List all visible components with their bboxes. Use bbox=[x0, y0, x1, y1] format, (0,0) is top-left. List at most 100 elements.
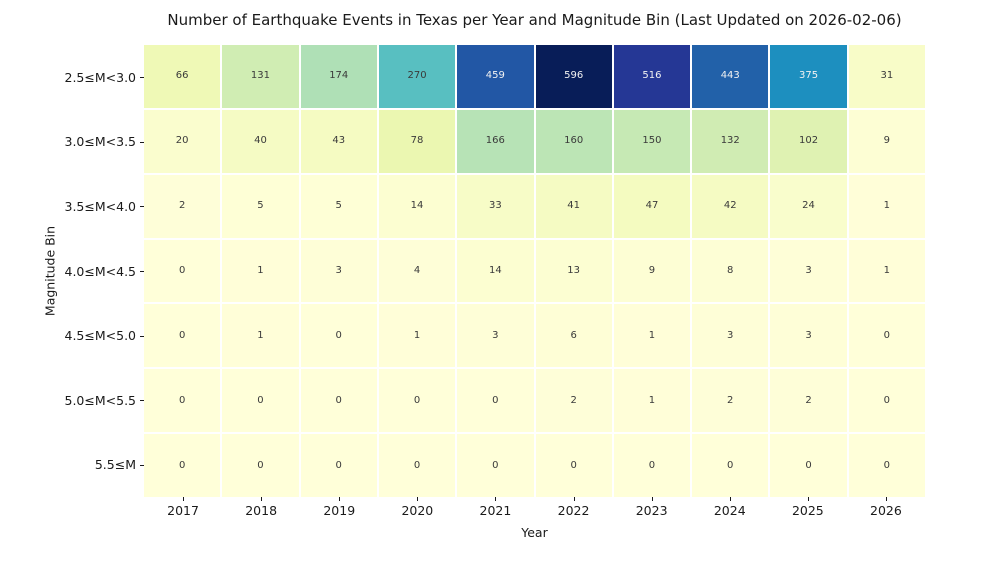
heatmap-cell: 1 bbox=[613, 304, 691, 368]
y-tick-mark bbox=[140, 464, 144, 466]
heatmap-cell: 1 bbox=[848, 239, 925, 303]
heatmap-cell: 40 bbox=[222, 109, 299, 173]
heatmap-cell: 1 bbox=[222, 239, 299, 303]
row-tick-label: 2.5≤M<3.0 bbox=[64, 69, 137, 85]
x-tick-mark bbox=[261, 497, 263, 501]
x-tick-mark bbox=[573, 497, 575, 501]
row-tick-label: 5.5≤M bbox=[94, 457, 136, 473]
heatmap-cell: 3 bbox=[457, 304, 534, 368]
row-tick-label: 5.0≤M<5.5 bbox=[64, 392, 137, 408]
y-tick-mark bbox=[140, 206, 144, 208]
col-tick-label: 2019 bbox=[323, 503, 356, 518]
heatmap-cell: 20 bbox=[144, 109, 221, 173]
heatmap-cell: 270 bbox=[378, 45, 456, 108]
heatmap-cell: 0 bbox=[300, 434, 377, 497]
col-tick-label: 2023 bbox=[635, 503, 668, 518]
heatmap-cell: 0 bbox=[848, 304, 925, 368]
heatmap-cell: 0 bbox=[848, 434, 925, 497]
heatmap-cell: 102 bbox=[770, 109, 847, 173]
y-tick-labels: 2.5≤M<3.0 3.0≤M<3.5 3.5≤M<4.0 4.0≤M<4.5 4.5≤… bbox=[0, 45, 137, 497]
heatmap-cell: 31 bbox=[848, 45, 925, 108]
heatmap-cell: 160 bbox=[535, 109, 612, 173]
heatmap-grid: 66 131 174 270 459 596 516 443 375 31 20 40 43 78 166 1… bbox=[144, 45, 925, 497]
heatmap-cell: 0 bbox=[144, 369, 221, 433]
heatmap-cell: 43 bbox=[300, 109, 377, 173]
heatmap-cell: 0 bbox=[848, 369, 925, 433]
x-tick-mark bbox=[417, 497, 419, 501]
heatmap-cell: 516 bbox=[613, 45, 691, 108]
heatmap-cell: 3 bbox=[770, 239, 847, 303]
y-tick-mark bbox=[140, 271, 144, 272]
heatmap-cell: 33 bbox=[457, 174, 534, 238]
heatmap-cell: 375 bbox=[770, 45, 847, 108]
heatmap-cell: 0 bbox=[144, 304, 221, 368]
heatmap-cell: 66 bbox=[144, 45, 221, 108]
heatmap-cell: 5 bbox=[222, 174, 299, 238]
heatmap-cell: 0 bbox=[222, 434, 299, 497]
col-tick-label: 2026 bbox=[870, 503, 902, 518]
col-tick-label: 2025 bbox=[791, 503, 824, 518]
heatmap-cell: 78 bbox=[378, 109, 456, 173]
heatmap-cell: 150 bbox=[613, 109, 691, 173]
heatmap-cell: 42 bbox=[692, 174, 769, 238]
y-tick-mark bbox=[140, 77, 144, 79]
heatmap-cell: 47 bbox=[613, 174, 691, 238]
x-tick-mark bbox=[885, 497, 887, 501]
heatmap-cell: 0 bbox=[378, 369, 456, 433]
heatmap-cell: 14 bbox=[378, 174, 456, 238]
heatmap-cell: 0 bbox=[535, 434, 612, 497]
heatmap-cell: 443 bbox=[692, 45, 769, 108]
heatmap-cell: 166 bbox=[457, 109, 534, 173]
heatmap-cell: 5 bbox=[300, 174, 377, 238]
heatmap-cell: 14 bbox=[457, 239, 534, 303]
heatmap-cell: 0 bbox=[300, 369, 377, 433]
heatmap-cell: 13 bbox=[535, 239, 612, 303]
col-tick-label: 2020 bbox=[401, 503, 434, 518]
row-tick-label: 3.5≤M<4.0 bbox=[64, 198, 137, 214]
heatmap-cell: 3 bbox=[770, 304, 847, 368]
heatmap-cell: 1 bbox=[613, 369, 691, 433]
heatmap-cell: 0 bbox=[457, 369, 534, 433]
row-tick-label: 4.5≤M<5.0 bbox=[64, 328, 137, 344]
heatmap-cell: 0 bbox=[222, 369, 299, 433]
x-tick-mark bbox=[495, 497, 497, 501]
heatmap-cell: 131 bbox=[222, 45, 299, 108]
heatmap-cell: 3 bbox=[300, 239, 377, 303]
heatmap-cell: 41 bbox=[535, 174, 612, 238]
heatmap-cell: 132 bbox=[692, 109, 769, 173]
x-tick-mark bbox=[651, 497, 653, 501]
x-tick-mark bbox=[183, 497, 185, 501]
heatmap-cell: 0 bbox=[770, 434, 847, 497]
heatmap-cell: 459 bbox=[457, 45, 534, 108]
heatmap-cell: 1 bbox=[378, 304, 456, 368]
col-tick-label: 2021 bbox=[479, 503, 512, 518]
heatmap-cell: 1 bbox=[848, 174, 925, 238]
heatmap-cell: 9 bbox=[613, 239, 691, 303]
col-tick-label: 2024 bbox=[713, 503, 746, 518]
col-tick-label: 2018 bbox=[245, 503, 278, 518]
heatmap-cell: 0 bbox=[144, 239, 221, 303]
y-tick-mark bbox=[140, 400, 144, 402]
heatmap-cell: 2 bbox=[770, 369, 847, 433]
heatmap-cell: 0 bbox=[300, 304, 377, 368]
heatmap-cell: 8 bbox=[692, 239, 769, 303]
row-tick-label: 4.0≤M<4.5 bbox=[64, 263, 137, 279]
y-tick-mark bbox=[140, 141, 144, 143]
heatmap-cell: 0 bbox=[457, 434, 534, 497]
heatmap-cell: 1 bbox=[222, 304, 299, 368]
x-tick-mark bbox=[729, 497, 731, 501]
chart-title: Number of Earthquake Events in Texas per… bbox=[167, 11, 902, 29]
heatmap-cell: 0 bbox=[692, 434, 769, 497]
heatmap-cell: 2 bbox=[144, 174, 221, 238]
heatmap-cell: 0 bbox=[613, 434, 691, 497]
y-tick-mark bbox=[140, 335, 144, 337]
x-tick-mark bbox=[807, 497, 809, 501]
col-tick-label: 2022 bbox=[557, 503, 590, 518]
heatmap-cell: 2 bbox=[535, 369, 612, 433]
heatmap-cell: 6 bbox=[535, 304, 612, 368]
heatmap-cell: 4 bbox=[378, 239, 456, 303]
x-tick-mark bbox=[339, 497, 341, 501]
heatmap-cell: 24 bbox=[770, 174, 847, 238]
heatmap-cell: 174 bbox=[300, 45, 377, 108]
